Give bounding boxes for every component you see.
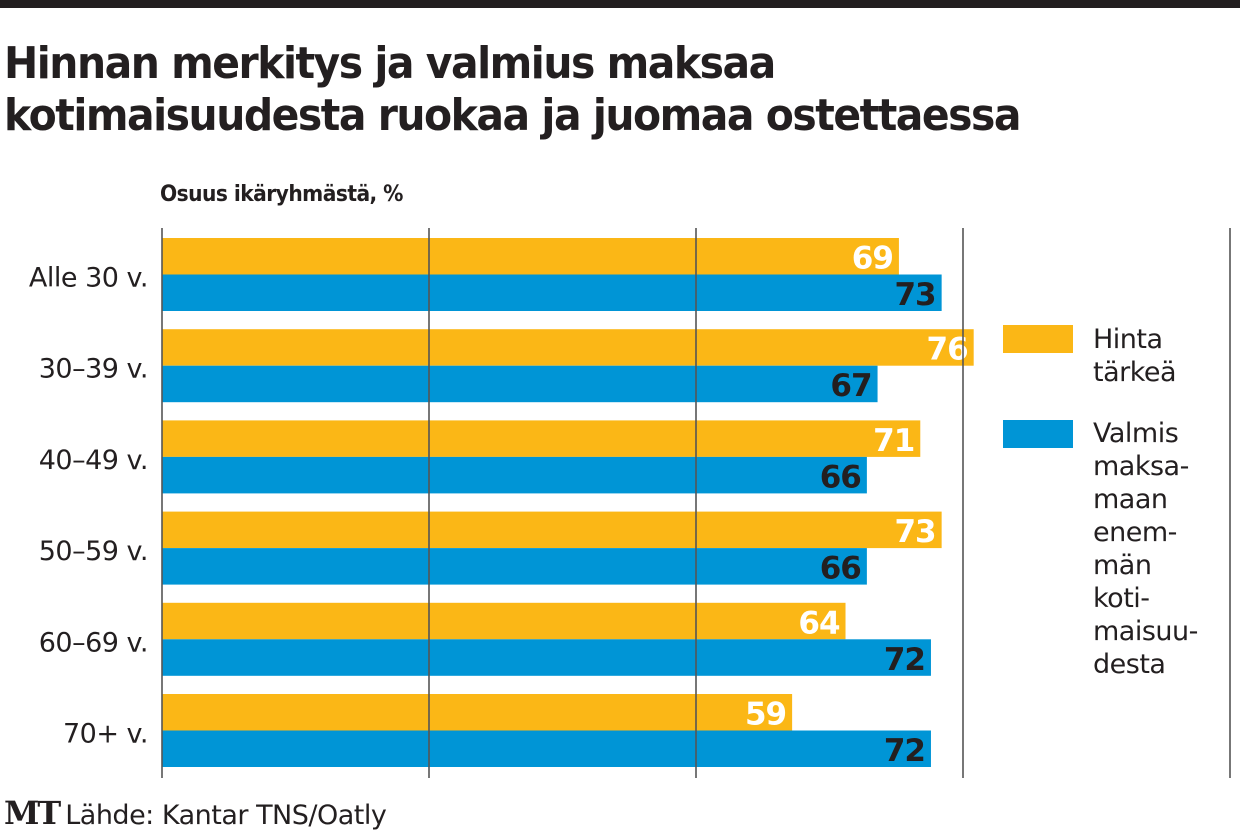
data-label: 72 xyxy=(884,642,925,678)
bar-valmis xyxy=(162,639,931,676)
bar-hinta xyxy=(162,694,793,731)
bar-valmis xyxy=(162,548,867,585)
chart-subtitle: Osuus ikäryhmästä, % xyxy=(160,182,403,207)
category-label: 60–69 v. xyxy=(39,627,148,658)
bar-hinta xyxy=(162,420,921,457)
legend-swatch-hinta xyxy=(1003,325,1073,353)
bar-hinta xyxy=(162,238,899,275)
data-label: 72 xyxy=(884,733,925,769)
bar-valmis xyxy=(162,456,867,494)
bar-valmis xyxy=(162,365,878,403)
legend-swatch-valmis xyxy=(1003,420,1073,448)
legend-label-hinta: Hinta tärkeä xyxy=(1093,324,1177,388)
source-text: Lähde: Kantar TNS/Oatly xyxy=(65,800,387,831)
data-label: 76 xyxy=(927,332,968,368)
bar-hinta xyxy=(162,511,942,549)
data-label: 67 xyxy=(830,368,871,404)
source-line: MT Lähde: Kantar TNS/Oatly xyxy=(4,794,387,832)
data-label: 59 xyxy=(745,697,786,733)
data-label: 66 xyxy=(820,459,861,495)
chart-title: Hinnan merkitys ja valmius maksaa kotima… xyxy=(4,38,1022,142)
legend-label-valmis: Valmis maksa- maan enem- män koti- maisu… xyxy=(1093,418,1198,680)
data-label: 64 xyxy=(798,605,840,641)
category-label: Alle 30 v. xyxy=(29,263,148,294)
category-label: 40–49 v. xyxy=(39,445,148,476)
category-label: 30–39 v. xyxy=(39,354,148,385)
data-label: 66 xyxy=(820,551,861,587)
top-rule xyxy=(0,0,1240,8)
title-line-1: Hinnan merkitys ja valmius maksaa xyxy=(4,38,776,89)
category-label: 70+ v. xyxy=(63,719,148,750)
data-label: 69 xyxy=(852,241,893,277)
bar-hinta xyxy=(162,329,974,366)
mt-logo: MT xyxy=(4,794,61,832)
data-label: 73 xyxy=(894,514,935,550)
bar-hinta xyxy=(162,602,846,640)
bar-valmis xyxy=(162,274,942,311)
category-label: 50–59 v. xyxy=(39,536,148,567)
title-line-2: kotimaisuudesta ruokaa ja juomaa ostetta… xyxy=(4,90,1022,141)
data-label: 73 xyxy=(894,277,935,313)
data-label: 71 xyxy=(873,423,914,459)
bar-valmis xyxy=(162,730,931,767)
